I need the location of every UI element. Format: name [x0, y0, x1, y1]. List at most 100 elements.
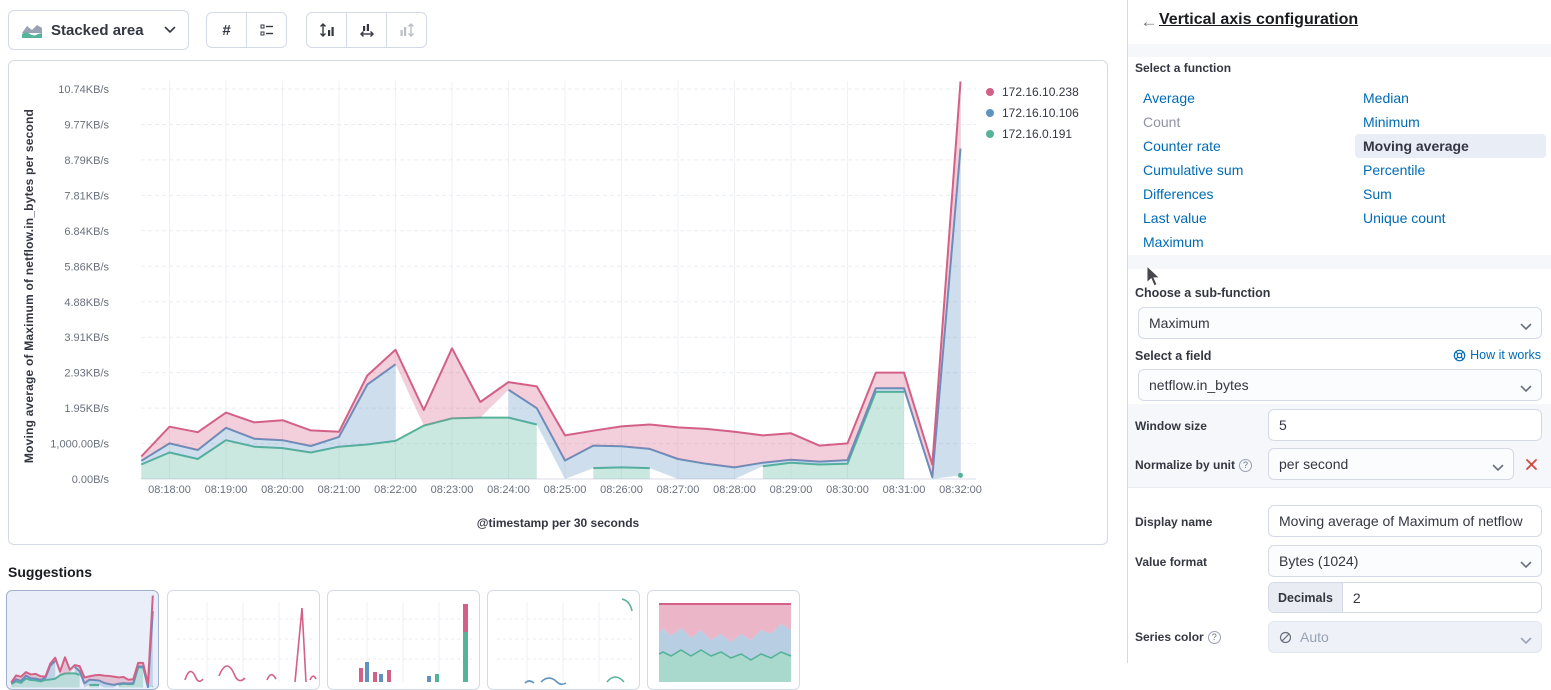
series-color-label: Series color? — [1135, 630, 1221, 644]
suggestion-bar-chart[interactable] — [327, 590, 480, 690]
field-select[interactable]: netflow.in_bytes — [1138, 369, 1542, 401]
legend-item[interactable]: 172.16.10.106 — [986, 102, 1079, 123]
right-axis-button[interactable] — [386, 12, 427, 48]
sub-function-label: Choose a sub-function — [1135, 286, 1271, 300]
bottom-axis-button[interactable] — [346, 12, 387, 48]
arrow-left-icon: ← — [1140, 12, 1158, 31]
y-tick-label: 9.77KB/s — [64, 120, 109, 132]
suggestion-current-stacked-area[interactable] — [6, 590, 159, 690]
function-item-count[interactable]: Count — [1143, 114, 1181, 130]
mini-line-chart — [177, 602, 317, 683]
function-item-sum[interactable]: Sum — [1363, 186, 1392, 202]
chevron-down-icon — [1492, 459, 1504, 475]
function-item-moving-average[interactable]: Moving average — [1355, 134, 1546, 158]
x-tick-label: 08:23:00 — [431, 484, 474, 496]
y-tick-label: 6.84KB/s — [64, 226, 109, 238]
stacked-area-chart: 08:18:00 08:19:00 08:20:00 08:21:00 08:22:00… — [50, 81, 982, 496]
suggestion-line-chart[interactable] — [167, 590, 320, 690]
series-color-select[interactable]: Auto — [1268, 621, 1542, 653]
function-item-last-value[interactable]: Last value — [1143, 210, 1207, 226]
function-item-counter-rate[interactable]: Counter rate — [1143, 138, 1221, 154]
question-in-circle-icon: ? — [1239, 459, 1253, 472]
y-tick-label: 10.74KB/s — [58, 84, 109, 96]
x-tick-label: 08:20:00 — [261, 484, 304, 496]
mini-stacked-area-chart — [11, 595, 154, 688]
decimals-field: Decimals 2 — [1268, 582, 1542, 613]
stacked-area-icon — [22, 24, 42, 38]
y-tick-label: 0.00B/s — [72, 474, 110, 486]
function-item-median[interactable]: Median — [1363, 90, 1409, 106]
chevron-down-icon — [1520, 318, 1532, 334]
axis-left-icon — [319, 23, 334, 37]
y-tick-label: 7.81KB/s — [64, 190, 109, 202]
normalize-unit-select[interactable]: per second — [1268, 448, 1514, 480]
function-item-unique-count[interactable]: Unique count — [1363, 210, 1446, 226]
left-axis-button[interactable] — [306, 12, 347, 48]
decimals-input[interactable]: 2 — [1352, 589, 1361, 606]
function-item-percentile[interactable]: Percentile — [1363, 162, 1426, 178]
value-format-select[interactable]: Bytes (1024) — [1268, 545, 1542, 577]
select-field-label: Select a field — [1135, 349, 1212, 363]
chevron-down-icon — [1520, 556, 1532, 572]
x-tick-label: 08:19:00 — [205, 484, 248, 496]
legend-item[interactable]: 172.16.0.191 — [986, 123, 1079, 144]
legend-settings-button[interactable] — [246, 12, 287, 48]
hash-icon: # — [222, 21, 231, 39]
how-it-works-link[interactable]: How it works — [1453, 348, 1541, 362]
chart-type-label: Stacked area — [51, 21, 144, 39]
chevron-down-icon — [1520, 632, 1532, 648]
legend-swatch — [986, 87, 994, 96]
sub-function-select[interactable]: Maximum — [1138, 307, 1542, 339]
x-tick-label: 08:29:00 — [770, 484, 813, 496]
y-axis-title: Moving average of Maximum of netflow.in_… — [22, 108, 36, 464]
label-settings-group: # — [206, 12, 287, 48]
display-name-label: Display name — [1135, 515, 1213, 529]
window-size-label: Window size — [1135, 419, 1207, 433]
section-divider — [1128, 255, 1551, 269]
mini-sparse-line-chart — [497, 598, 633, 686]
function-item-differences[interactable]: Differences — [1143, 186, 1214, 202]
function-item-minimum[interactable]: Minimum — [1363, 114, 1420, 130]
legend-label: 172.16.0.191 — [1002, 126, 1073, 141]
suggestion-sparse-line-chart[interactable] — [487, 590, 640, 690]
panel-title[interactable]: Vertical axis configuration — [1159, 11, 1359, 28]
mini-percentage-area-chart — [658, 603, 792, 682]
cross-icon — [1525, 458, 1537, 470]
function-list-left-column: Average Count Counter rate Cumulative su… — [1143, 86, 1243, 254]
slashed-circle-icon — [1279, 631, 1292, 643]
list-icon — [260, 24, 273, 36]
section-divider — [1128, 44, 1551, 57]
legend-swatch — [986, 108, 994, 117]
legend-label: 172.16.10.106 — [1002, 105, 1079, 120]
y-tick-label: 4.88KB/s — [64, 297, 109, 309]
x-tick-label: 08:30:00 — [826, 484, 869, 496]
x-tick-label: 08:21:00 — [318, 484, 361, 496]
legend-label: 172.16.10.238 — [1002, 84, 1079, 99]
x-tick-label: 08:27:00 — [657, 484, 700, 496]
function-list-right-column: Median Minimum Moving average Percentile… — [1355, 86, 1546, 230]
function-item-average[interactable]: Average — [1143, 90, 1195, 106]
display-name-input[interactable]: Moving average of Maximum of netflow — [1268, 505, 1542, 537]
value-labels-button[interactable]: # — [206, 12, 247, 48]
question-in-circle-icon: ? — [1207, 631, 1221, 644]
legend-item[interactable]: 172.16.10.238 — [986, 81, 1079, 102]
x-tick-label: 08:28:00 — [713, 484, 756, 496]
panel-header: ← Vertical axis configuration — [1128, 0, 1551, 44]
back-button[interactable]: ← — [1138, 11, 1160, 33]
select-function-label: Select a function — [1135, 61, 1232, 75]
y-tick-label: 8.79KB/s — [64, 155, 109, 167]
chart-legend: 172.16.10.238 172.16.10.106 172.16.0.191 — [986, 81, 1079, 144]
function-item-maximum[interactable]: Maximum — [1143, 234, 1204, 250]
decimals-label: Decimals — [1269, 583, 1343, 612]
legend-swatch — [986, 129, 994, 138]
window-size-input[interactable]: 5 — [1268, 409, 1542, 441]
remove-normalize-button[interactable] — [1520, 453, 1542, 475]
x-tick-label: 08:22:00 — [374, 484, 417, 496]
x-tick-label: 08:25:00 — [544, 484, 587, 496]
x-axis-title: @timestamp per 30 seconds — [476, 516, 640, 530]
function-item-cumulative-sum[interactable]: Cumulative sum — [1143, 162, 1244, 178]
mini-bar-chart — [337, 602, 473, 682]
chart-type-switcher[interactable]: Stacked area — [8, 10, 189, 50]
suggestion-percentage-area-chart[interactable] — [647, 590, 800, 690]
x-tick-label: 08:31:00 — [883, 484, 926, 496]
